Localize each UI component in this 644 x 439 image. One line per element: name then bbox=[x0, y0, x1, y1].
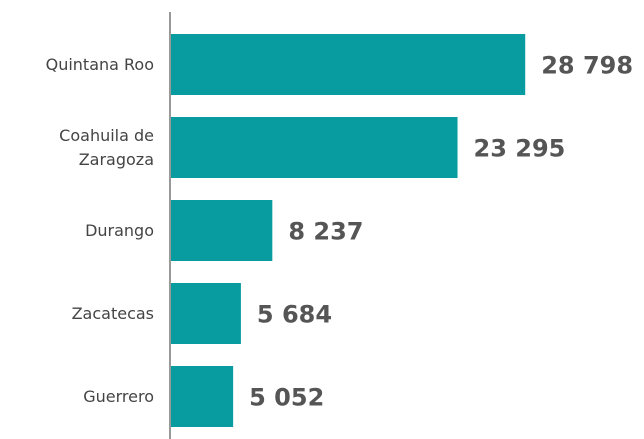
value-label: 28 798 bbox=[541, 52, 633, 80]
bar bbox=[171, 366, 234, 427]
value-label: 8 237 bbox=[288, 218, 363, 246]
category-label: Quintana Roo bbox=[45, 54, 154, 74]
value-label: 5 052 bbox=[249, 384, 324, 412]
bar bbox=[171, 200, 273, 261]
bar bbox=[171, 283, 241, 344]
category-label: Guerrero bbox=[83, 386, 154, 406]
category-label: Durango bbox=[85, 220, 154, 240]
value-label: 5 684 bbox=[257, 301, 332, 329]
bar bbox=[171, 117, 458, 178]
bar bbox=[171, 34, 526, 95]
category-label: Coahuila de Zaragoza bbox=[59, 125, 154, 169]
category-label: Zacatecas bbox=[71, 303, 154, 323]
value-label: 23 295 bbox=[474, 135, 566, 163]
